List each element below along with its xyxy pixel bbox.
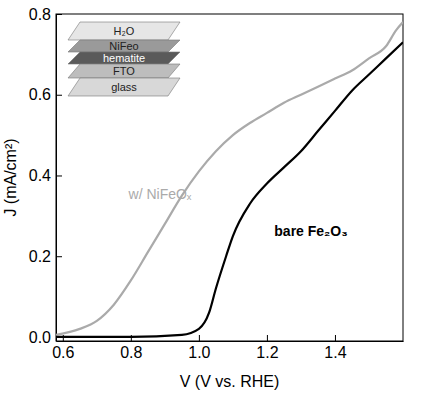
x-tick: 1.2: [256, 335, 278, 361]
x-tick-label: 1.2: [256, 344, 278, 361]
y-tick-mark: [56, 256, 62, 257]
x-tick-label: 1.4: [324, 344, 346, 361]
x-tick-label: 0.8: [120, 344, 142, 361]
series-line: [56, 42, 403, 337]
x-axis: 0.6 0.8 1.0 1.2 1.4: [52, 335, 403, 361]
y-tick: 0.6: [29, 86, 62, 103]
x-axis-line: [57, 341, 404, 342]
x-tick: 0.8: [120, 335, 142, 361]
y-tick: 0.8: [29, 6, 62, 23]
series-line: [56, 22, 403, 335]
y-tick-label: 0.4: [29, 167, 51, 184]
x-tick-label: 1.0: [188, 344, 210, 361]
y-tick-label: 0.8: [29, 6, 51, 23]
x-axis-title: V (V vs. RHE): [180, 373, 280, 390]
inset-label: hematite: [103, 52, 145, 64]
x-tick: 1.4: [324, 335, 346, 361]
y-tick-label: 0.6: [29, 86, 51, 103]
x-tick-mark: [335, 335, 336, 341]
inset-layer: [68, 64, 180, 78]
inset-label: FTO: [113, 65, 135, 77]
y-tick-mark: [56, 14, 62, 15]
x-tick: 0.6: [52, 335, 74, 361]
y-tick-mark: [56, 95, 62, 96]
inset-layer: [68, 78, 180, 96]
y-axis: 0.0 0.2 0.4 0.6 0.8: [29, 6, 62, 346]
inset-label: glass: [111, 81, 137, 93]
x-tick: 1.0: [188, 335, 210, 361]
plot-frame: [56, 14, 403, 341]
series-label: w/ NiFeOₓ: [128, 186, 192, 202]
x-tick-mark: [267, 335, 268, 341]
chart: 0.6 0.8 1.0 1.2 1.4 0.0 0.2 0.4 0.6 0.8 V (V vs. R…: [0, 0, 433, 397]
inset-layer: [68, 22, 180, 40]
inset-layer: [68, 40, 180, 52]
y-tick: 0.4: [29, 167, 62, 184]
y-tick: 0.2: [29, 248, 62, 265]
y-axis-title: J (mA/cm²): [2, 138, 19, 216]
series-label: bare Fe₂O₃: [274, 223, 347, 239]
x-tick-mark: [199, 335, 200, 341]
inset-label: NiFeo: [109, 40, 138, 52]
y-tick-mark: [56, 175, 62, 176]
inset-layer: [68, 52, 180, 64]
lines: [56, 22, 403, 337]
inset: H₂O NiFeohematiteFTO glass: [68, 22, 180, 96]
y-tick-label: 0.2: [29, 248, 51, 265]
y-tick-label: 0.0: [29, 329, 51, 346]
inset-label: H₂O: [114, 25, 135, 37]
x-tick-label: 0.6: [52, 344, 74, 361]
y-axis-line: [56, 15, 57, 342]
